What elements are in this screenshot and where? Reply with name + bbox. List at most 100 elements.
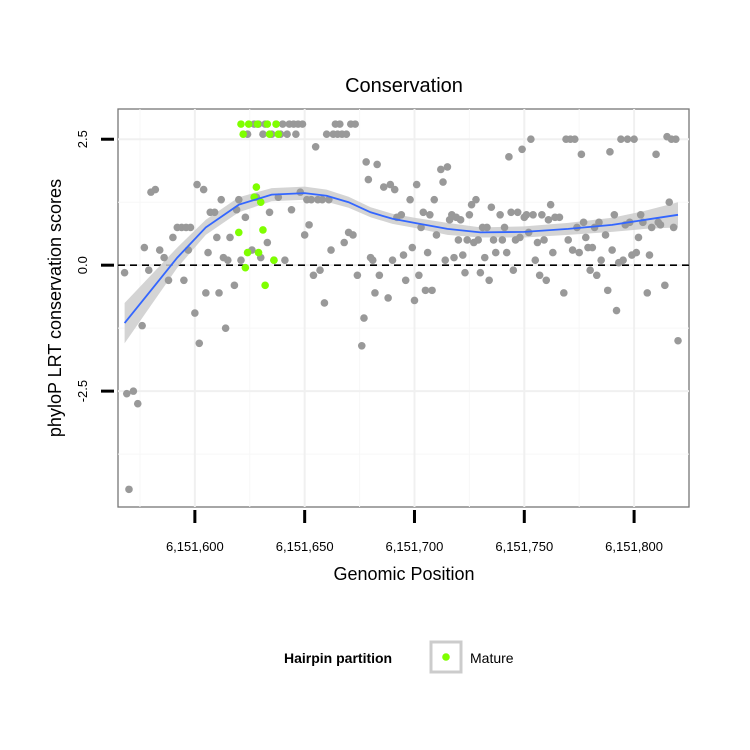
- data-point-other: [480, 253, 489, 262]
- data-point-other: [632, 248, 641, 257]
- data-point-other: [180, 276, 188, 285]
- data-point-other: [287, 205, 296, 214]
- y-tick-label: 0.0: [75, 256, 90, 274]
- data-point-other: [401, 276, 410, 285]
- data-point-other: [311, 142, 320, 151]
- data-point-other: [199, 185, 208, 194]
- data-point-other: [125, 485, 133, 494]
- data-point-mature: [256, 198, 265, 207]
- data-point-other: [491, 248, 500, 257]
- data-point-other: [439, 178, 447, 186]
- data-point-other: [474, 236, 482, 244]
- data-point-other: [386, 180, 395, 189]
- data-point-other: [555, 213, 564, 222]
- data-point-other: [546, 200, 555, 209]
- data-point-other: [456, 216, 465, 224]
- data-point-other: [579, 218, 588, 227]
- data-point-other: [375, 271, 384, 280]
- grid-lines: [118, 109, 689, 507]
- data-point-other: [443, 163, 452, 171]
- data-point-other: [498, 236, 507, 244]
- data-point-other: [415, 271, 423, 280]
- data-point-other: [454, 236, 463, 244]
- data-point-other: [316, 266, 324, 275]
- data-point-other: [485, 276, 493, 285]
- data-point-other: [362, 158, 370, 166]
- data-point-other: [531, 256, 540, 264]
- data-point-other: [522, 210, 531, 219]
- data-point-other: [213, 233, 221, 242]
- data-point-other: [592, 271, 601, 280]
- data-point-mature: [243, 248, 252, 257]
- data-point-mature: [254, 248, 263, 257]
- data-point-mature: [265, 130, 274, 138]
- data-point-other: [540, 236, 548, 244]
- data-point-other: [476, 268, 485, 277]
- data-point-other: [364, 175, 373, 184]
- data-point-other: [560, 289, 568, 297]
- data-point-other: [426, 210, 434, 219]
- data-point-other: [408, 243, 417, 252]
- data-point-other: [645, 251, 654, 259]
- data-point-other: [388, 256, 397, 264]
- data-point-other: [577, 150, 586, 159]
- data-point-other: [234, 195, 243, 204]
- data-point-other: [122, 389, 131, 398]
- y-axis: 2.5 0.0 -2.5: [75, 130, 114, 402]
- data-point-other: [336, 120, 344, 128]
- data-point-mature: [259, 226, 267, 234]
- data-point-other: [581, 233, 590, 242]
- smooth-line: [123, 192, 679, 324]
- data-point-other: [507, 208, 515, 217]
- data-point-other: [483, 223, 491, 232]
- data-point-other: [263, 238, 272, 247]
- data-point-other: [390, 185, 399, 194]
- data-point-other: [652, 150, 660, 159]
- data-point-other: [450, 253, 458, 262]
- data-point-other: [195, 339, 204, 348]
- points-other-series: [120, 120, 682, 494]
- data-point-other: [399, 251, 408, 259]
- data-point-other: [437, 165, 445, 174]
- data-point-other: [278, 120, 287, 128]
- data-point-other: [410, 296, 419, 305]
- data-point-other: [138, 321, 146, 330]
- data-point-other: [647, 223, 656, 232]
- chart-title: Conservation: [345, 75, 463, 97]
- data-point-other: [661, 281, 669, 290]
- data-point-mature: [272, 120, 280, 128]
- data-point-other: [129, 387, 138, 395]
- data-point-other: [419, 208, 428, 217]
- data-point-other: [467, 200, 476, 209]
- data-point-other: [472, 195, 480, 204]
- data-point-other: [237, 256, 245, 264]
- data-point-other: [571, 135, 579, 144]
- legend-key-mature: [442, 653, 450, 661]
- data-point-other: [340, 238, 349, 247]
- data-point-other: [226, 233, 234, 242]
- data-point-other: [406, 195, 414, 204]
- data-point-other: [630, 135, 638, 144]
- data-point-other: [588, 243, 597, 252]
- data-point-other: [353, 271, 362, 280]
- data-point-other: [518, 145, 526, 154]
- data-point-other: [513, 208, 522, 217]
- y-tick-label: -2.5: [75, 380, 90, 402]
- data-point-other: [241, 213, 250, 222]
- data-point-other: [606, 148, 614, 156]
- data-point-other: [533, 238, 542, 247]
- data-point-mature: [270, 256, 278, 264]
- x-tick-label: 6,151,700: [386, 539, 444, 554]
- data-point-other: [634, 233, 643, 242]
- data-point-other: [371, 289, 379, 297]
- data-point-mature: [239, 130, 247, 138]
- data-point-other: [656, 221, 665, 229]
- x-axis: 6,151,600 6,151,650 6,151,700 6,151,750 6,15…: [166, 510, 663, 554]
- confidence-band: [124, 186, 679, 344]
- data-point-other: [603, 286, 612, 295]
- data-point-other: [300, 231, 309, 239]
- data-point-other: [373, 160, 381, 169]
- data-point-other: [368, 256, 377, 264]
- data-point-other: [500, 223, 509, 232]
- data-point-other: [505, 153, 513, 161]
